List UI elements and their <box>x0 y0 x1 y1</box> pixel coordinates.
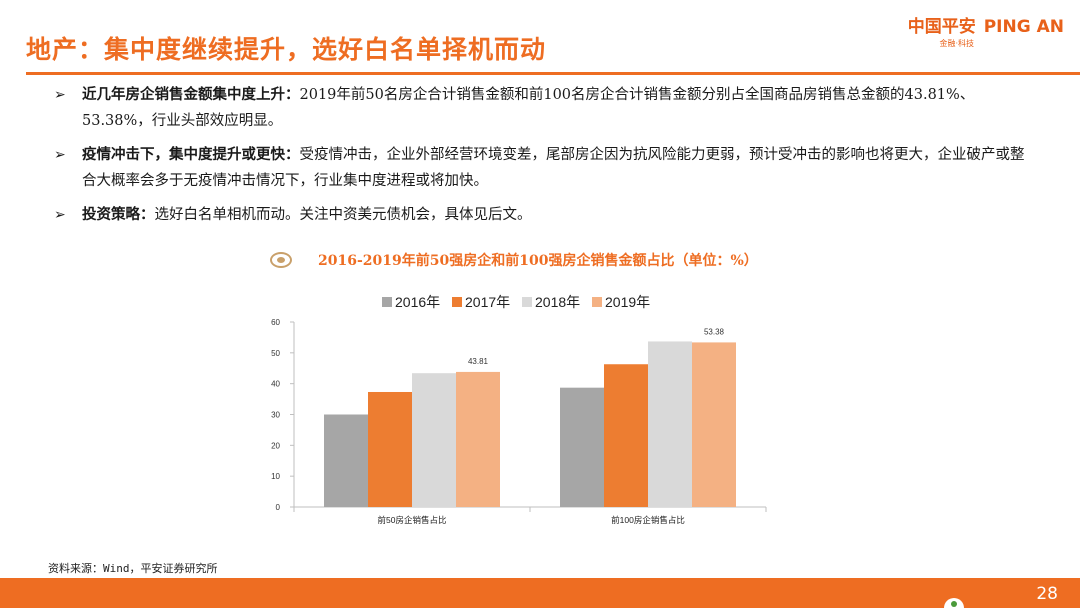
legend-label: 2017年 <box>465 294 510 310</box>
chart-title-text: 2016-2019年前50强房企和前100强房企销售金额占比（单位：%） <box>318 253 758 269</box>
arrow-bullet-icon: ➢ <box>54 207 66 223</box>
bullet-list: ➢ 近几年房企销售金额集中度上升：2019年前50名房企合计销售金额和前100名… <box>52 82 1032 236</box>
bullet-text: 2019年前50名房企合计销售金额和前100名房企合计销售金额分别占全国商品房销… <box>82 87 975 129</box>
header-divider <box>26 72 1080 75</box>
bullet-label: 疫情冲击下，集中度提升或更快： <box>82 146 300 163</box>
logo-tagline: 金融·科技 <box>939 39 974 48</box>
bar <box>324 414 368 507</box>
bar <box>604 364 648 507</box>
y-tick-label: 30 <box>271 411 280 420</box>
bar <box>692 342 736 507</box>
bar <box>560 387 604 507</box>
data-label: 43.81 <box>468 357 489 366</box>
bullet-item: ➢ 疫情冲击下，集中度提升或更快：受疫情冲击，企业外部经营环境变差，尾部房企因为… <box>52 142 1032 194</box>
data-label: 53.38 <box>704 327 725 336</box>
y-tick-label: 50 <box>271 349 280 358</box>
y-tick-label: 20 <box>271 441 280 450</box>
legend-label: 2018年 <box>535 294 580 310</box>
bar <box>456 371 500 507</box>
slide-title: 地产：集中度继续提升，选好白名单择机而动 <box>26 35 547 64</box>
footer-bar <box>0 578 1080 608</box>
bar <box>412 373 456 507</box>
y-tick-label: 40 <box>271 380 280 389</box>
legend-label: 2019年 <box>605 294 650 310</box>
legend-swatch <box>522 297 532 307</box>
bullet-text: 受疫情冲击，企业外部经营环境变差，尾部房企因为抗风险能力更弱，预计受冲击的影响也… <box>82 147 1025 189</box>
bullet-label: 投资策略： <box>82 206 155 223</box>
bullet-item: ➢ 投资策略：选好白名单相机而动。关注中资美元债机会，具体见后文。 <box>52 202 1032 228</box>
logo-cn-text: 中国平安 <box>907 17 976 37</box>
bar <box>368 391 412 507</box>
legend-swatch <box>592 297 602 307</box>
footer-emblem-icon <box>944 598 964 608</box>
y-tick-label: 10 <box>271 472 280 481</box>
x-category-label: 前50房企销售占比 <box>378 515 447 525</box>
y-tick-label: 60 <box>271 318 280 327</box>
bar <box>648 341 692 507</box>
source-note: 资料来源：Wind，平安证券研究所 <box>48 562 218 575</box>
bullet-item: ➢ 近几年房企销售金额集中度上升：2019年前50名房企合计销售金额和前100名… <box>52 82 1032 134</box>
logo-en-text: PING AN <box>983 17 1064 37</box>
page-number: 28 <box>1036 584 1058 604</box>
legend-swatch <box>452 297 462 307</box>
target-icon <box>270 252 292 268</box>
arrow-bullet-icon: ➢ <box>54 147 66 163</box>
arrow-bullet-icon: ➢ <box>54 87 66 103</box>
company-logo: 中国平安 PING AN 金融·科技 <box>908 12 1064 49</box>
chart-title: 2016-2019年前50强房企和前100强房企销售金额占比（单位：%） <box>270 250 758 270</box>
y-tick-label: 0 <box>276 503 281 512</box>
legend-label: 2016年 <box>395 294 440 310</box>
bullet-label: 近几年房企销售金额集中度上升： <box>82 86 300 103</box>
bullet-text: 选好白名单相机而动。关注中资美元债机会，具体见后文。 <box>154 207 532 223</box>
x-category-label: 前100房企销售占比 <box>611 515 685 525</box>
legend-swatch <box>382 297 392 307</box>
